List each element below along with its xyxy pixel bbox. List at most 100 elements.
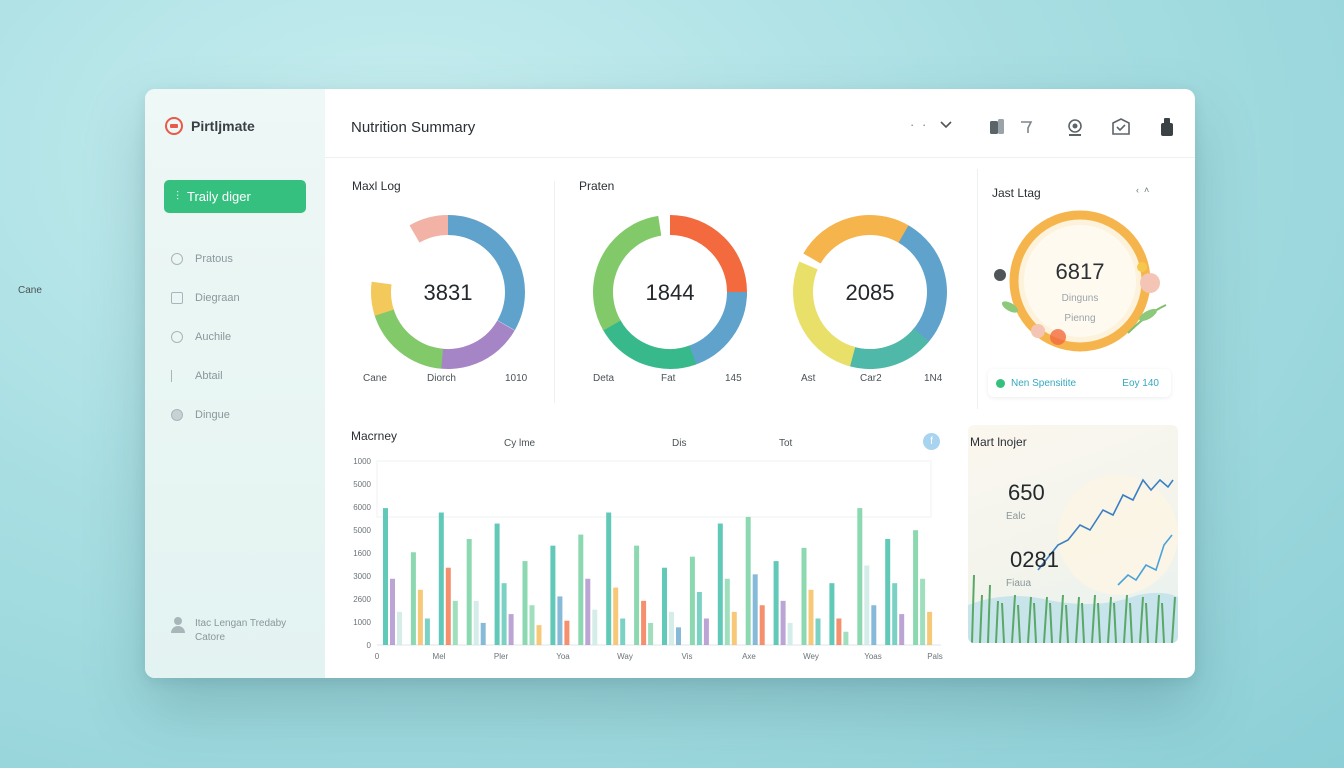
bar[interactable] [871, 605, 877, 645]
bar[interactable] [689, 556, 695, 645]
bar[interactable] [857, 508, 863, 645]
bar[interactable] [829, 583, 835, 645]
donut-chart[interactable]: 2085 [785, 207, 955, 377]
bar[interactable] [920, 578, 926, 645]
bar[interactable] [717, 523, 723, 645]
document-icon [171, 291, 183, 304]
bar[interactable] [397, 611, 402, 645]
bar[interactable] [885, 539, 891, 645]
bar[interactable] [724, 578, 730, 645]
brand[interactable]: Pirtljmate [165, 117, 255, 135]
more-menu[interactable]: · · [910, 117, 952, 132]
sidebar-item-5[interactable]: Dingue [171, 395, 240, 434]
bar[interactable] [473, 600, 479, 645]
divider [554, 181, 555, 403]
camera-icon[interactable] [1063, 115, 1087, 139]
bar[interactable] [417, 589, 423, 645]
bar[interactable] [899, 614, 905, 645]
user-profile[interactable]: Itac Lengan Tredaby Catore [171, 617, 286, 645]
chevron-down-icon [940, 121, 952, 129]
bar[interactable] [773, 561, 779, 645]
x-tick-label: Axe [742, 652, 756, 661]
bar[interactable] [466, 539, 472, 645]
bar[interactable] [557, 596, 563, 645]
donut-card-2: Praten 1844 [570, 177, 760, 387]
bar[interactable] [606, 512, 612, 645]
bar[interactable] [745, 516, 751, 645]
bar[interactable] [864, 565, 870, 645]
bar-chart[interactable]: 0 1000 2600 3000 1600 5000 6000 5000 1000 0 Mel Pl… [345, 455, 945, 670]
bar[interactable] [892, 583, 898, 645]
bar[interactable] [662, 567, 667, 645]
bar[interactable] [522, 561, 528, 645]
bar[interactable] [836, 618, 842, 645]
bar[interactable] [613, 587, 619, 645]
bar[interactable] [927, 611, 933, 645]
sidebar-item-3[interactable]: Auchile [171, 317, 240, 356]
metric-value-2: 0281 [1010, 547, 1059, 572]
user-role: Catore [195, 632, 226, 643]
globe-icon [171, 408, 183, 421]
bar[interactable] [801, 547, 807, 645]
bar[interactable] [494, 523, 500, 645]
legend-pill[interactable]: Nen Spensitite Eoy 140 [988, 369, 1171, 397]
gauge-chart[interactable]: 6817 Dinguns Pienng [988, 203, 1173, 363]
sidebar-item-2[interactable]: Diegraan [171, 278, 240, 317]
bar[interactable] [780, 600, 786, 645]
primary-action-button[interactable]: ⫶ Traily diger [164, 180, 306, 213]
bar[interactable] [508, 614, 514, 645]
info-icon[interactable]: f [923, 433, 940, 450]
trend-chart[interactable] [968, 425, 1178, 643]
bar[interactable] [669, 611, 674, 645]
bar[interactable] [536, 625, 542, 645]
bar[interactable] [752, 574, 758, 645]
bar[interactable] [564, 620, 570, 645]
donut2-label-2: Fat [661, 373, 676, 384]
bar[interactable] [641, 600, 647, 645]
card-arrows[interactable]: ‹ ˄ [1136, 185, 1150, 195]
bar[interactable] [913, 530, 919, 645]
legend-value: Eoy 140 [1122, 377, 1159, 389]
bar[interactable] [383, 508, 388, 645]
bar[interactable] [480, 622, 486, 645]
bag-icon[interactable] [1155, 115, 1179, 139]
y-tick-label: 1000 [353, 457, 371, 466]
bar[interactable] [592, 609, 598, 645]
bar[interactable] [529, 605, 535, 645]
metric-label-1: Ealc [1006, 511, 1026, 522]
bar[interactable] [731, 611, 737, 645]
bar[interactable] [550, 545, 556, 645]
bar[interactable] [501, 583, 507, 645]
bar[interactable] [815, 618, 821, 645]
bar[interactable] [843, 631, 849, 645]
metric-value-1: 650 [1008, 480, 1045, 505]
bar[interactable] [808, 589, 814, 645]
bar[interactable] [787, 622, 793, 645]
sidebar-item-label: Auchile [195, 330, 232, 343]
bar[interactable] [452, 600, 458, 645]
x-tick-label: Pals [927, 652, 943, 661]
bar[interactable] [424, 618, 430, 645]
bar[interactable] [634, 545, 640, 645]
bar[interactable] [410, 552, 416, 645]
x-tick-label: Yoas [864, 652, 882, 661]
donut-chart[interactable]: 3831 [363, 207, 533, 377]
mail-icon[interactable] [1109, 115, 1133, 139]
bar[interactable] [445, 567, 451, 645]
bar[interactable] [696, 592, 702, 645]
bar[interactable] [648, 622, 654, 645]
filter-icon[interactable] [1017, 115, 1041, 139]
bar[interactable] [578, 534, 584, 645]
bar[interactable] [676, 627, 681, 645]
bar[interactable] [703, 618, 709, 645]
battery-icon[interactable] [987, 115, 1011, 139]
bar[interactable] [585, 578, 591, 645]
bar[interactable] [620, 618, 626, 645]
bar[interactable] [390, 578, 395, 645]
bar[interactable] [759, 605, 765, 645]
logo-icon [165, 117, 183, 135]
sidebar-item-4[interactable]: Abtail [171, 356, 240, 395]
sidebar-item-1[interactable]: Pratous [171, 239, 240, 278]
donut-chart[interactable]: 1844 [585, 207, 755, 377]
bar[interactable] [438, 512, 444, 645]
